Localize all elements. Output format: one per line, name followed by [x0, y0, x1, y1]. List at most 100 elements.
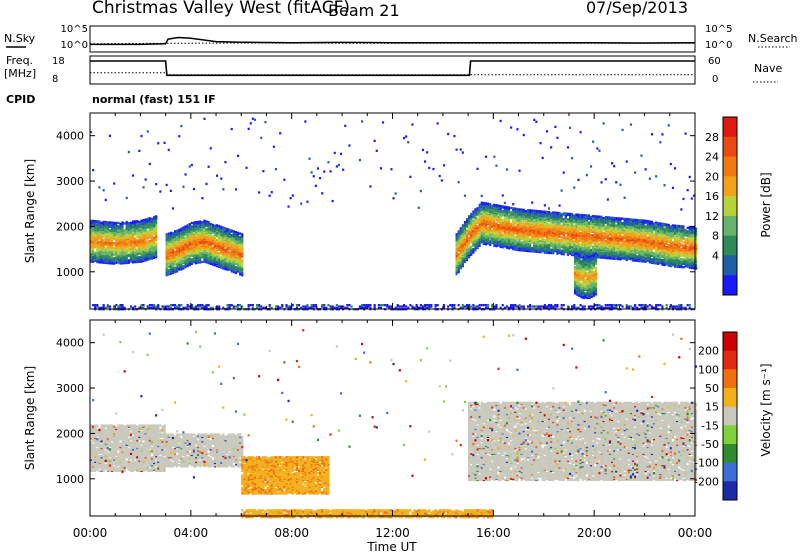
power-cell: [134, 220, 137, 223]
power-cell: [556, 227, 559, 230]
power-cell: [474, 244, 477, 247]
power-cell: [541, 231, 544, 235]
power-cell: [516, 217, 519, 220]
power-cell: [461, 241, 464, 244]
power-cell: [190, 262, 193, 265]
power-cell: [218, 224, 221, 228]
power-cell: [600, 230, 603, 233]
power-cell: [98, 256, 101, 259]
power-cell: [169, 236, 172, 239]
power-cell: [155, 242, 158, 245]
power-cell: [518, 219, 521, 222]
power-cell: [484, 217, 487, 220]
power-cell: [113, 256, 116, 260]
power-cell: [211, 223, 214, 227]
power-cell: [598, 218, 601, 222]
power-cell: [241, 267, 244, 270]
power-cell: [550, 241, 553, 244]
power-cell: [531, 211, 534, 214]
power-cell: [503, 206, 506, 210]
power-cell: [493, 207, 496, 210]
power-cell: [623, 225, 626, 228]
power-cell: [203, 253, 206, 256]
power-cell: [140, 227, 143, 230]
power-cell: [92, 228, 95, 232]
power-cell: [501, 241, 504, 244]
power-cell: [604, 216, 607, 219]
power-cell: [184, 248, 187, 251]
power-cell: [489, 225, 492, 228]
power-cell: [520, 238, 523, 241]
power-cell: [127, 246, 130, 250]
power-cell: [522, 245, 525, 248]
power-cell: [188, 244, 191, 247]
power-cell: [478, 234, 481, 237]
power-cell: [476, 232, 479, 235]
power-cell: [472, 210, 475, 213]
power-cell: [560, 245, 563, 248]
power-cell: [480, 234, 483, 237]
power-cell: [232, 230, 235, 233]
power-cell: [222, 248, 225, 251]
power-cell: [623, 232, 626, 235]
power-cell: [623, 237, 626, 240]
power-cell: [199, 229, 202, 232]
power-cell: [598, 251, 601, 255]
power-cell: [634, 241, 637, 244]
power-cell: [94, 222, 97, 225]
power-cell: [514, 207, 517, 210]
power-cell: [484, 227, 487, 230]
power-cell: [598, 232, 601, 235]
power-cell: [556, 215, 559, 218]
power-cell: [455, 237, 458, 241]
power-cell: [566, 234, 569, 237]
power-cell: [562, 223, 565, 226]
power-cell: [176, 266, 179, 270]
power-cell: [470, 240, 473, 243]
power-cell: [552, 246, 555, 249]
power-cell: [455, 257, 458, 260]
power-cell: [531, 246, 534, 250]
power-cell: [226, 229, 229, 232]
power-cell: [106, 251, 109, 255]
power-cell: [165, 233, 168, 236]
power-cell: [459, 263, 462, 266]
power-cell: [516, 213, 519, 216]
power-cell: [535, 239, 538, 242]
power-cell: [127, 237, 130, 241]
power-cell: [472, 220, 475, 224]
power-cell: [241, 233, 244, 236]
power-cell: [526, 209, 529, 212]
power-cell: [562, 232, 565, 235]
power-cell: [587, 249, 590, 252]
power-cell: [182, 248, 185, 251]
power-cell: [585, 223, 588, 226]
power-cell: [171, 261, 174, 264]
power-cell: [188, 231, 191, 234]
power-cell: [136, 220, 139, 223]
power-cell: [470, 251, 473, 254]
power-cell: [155, 226, 158, 229]
power-cell: [489, 239, 492, 242]
frequency-frame: [89, 55, 696, 85]
power-cell: [545, 248, 548, 251]
power-cell: [566, 227, 569, 230]
power-cell: [522, 212, 525, 215]
power-cell: [205, 244, 208, 247]
power-cell: [192, 246, 195, 249]
power-cell: [150, 223, 153, 226]
power-cell: [237, 253, 240, 256]
power-cell: [472, 234, 475, 237]
power-cell: [585, 239, 588, 242]
power-cell: [180, 260, 183, 263]
power-cell: [119, 243, 122, 246]
power-cell: [171, 241, 174, 244]
power-cell: [636, 229, 639, 232]
power-cell: [184, 243, 187, 246]
power-cell: [562, 246, 565, 249]
power-cell: [489, 213, 492, 216]
power-cell: [594, 248, 597, 251]
power-cell: [548, 217, 551, 220]
power-cell: [575, 236, 578, 239]
power-cell: [106, 255, 109, 258]
